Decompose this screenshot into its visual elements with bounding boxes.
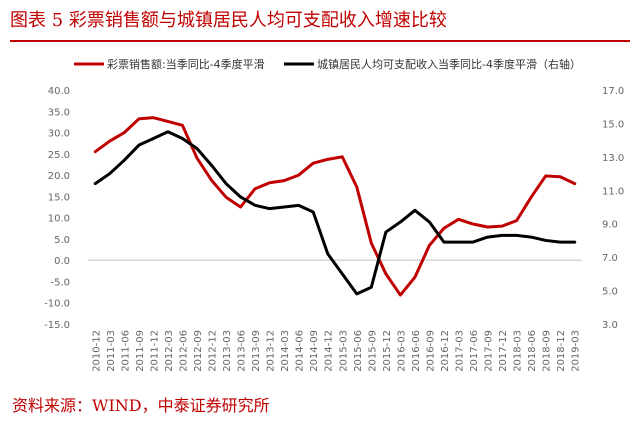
chart-title: 图表 5 彩票销售额与城镇居民人均可支配收入增速比较 (10, 6, 630, 42)
y-right-tick-label: 3.0 (602, 320, 618, 331)
y-left-tick-label: 15.0 (48, 192, 70, 203)
x-tick-label: 2014-06 (295, 330, 306, 372)
y-left-tick-label: -15.0 (44, 320, 70, 331)
x-tick-label: 2012-12 (208, 330, 219, 372)
x-tick-label: 2017-03 (455, 330, 466, 372)
x-tick-label: 2012-09 (193, 330, 204, 372)
x-tick-label: 2016-09 (425, 330, 436, 372)
x-tick-label: 2013-06 (237, 330, 248, 372)
x-tick-label: 2010-12 (91, 330, 102, 372)
y-right-tick-label: 5.0 (602, 287, 618, 298)
x-tick-label: 2015-06 (353, 330, 364, 372)
x-tick-label: 2017-09 (484, 330, 495, 372)
x-tick-label: 2016-03 (396, 330, 407, 372)
x-tick-label: 2018-12 (556, 330, 567, 372)
y-right-tick-label: 7.0 (602, 253, 618, 264)
series-layer (93, 116, 577, 297)
x-tick-label: 2014-09 (309, 330, 320, 372)
y-left-tick-label: 10.0 (48, 214, 70, 225)
x-tick-label: 2011-12 (149, 330, 160, 372)
series-line-lottery (93, 116, 577, 297)
x-tick-label: 2014-03 (280, 330, 291, 372)
y-right-tick-label: 9.0 (602, 220, 618, 231)
x-tick-label: 2018-03 (513, 330, 524, 372)
chart-canvas: 彩票销售额:当季同比-4季度平滑 城镇居民人均可支配收入当季同比-4季度平滑（右… (44, 57, 624, 372)
x-tick-label: 2015-03 (338, 330, 349, 372)
y-left-tick-label: 0.0 (54, 256, 70, 267)
title-underline (10, 40, 630, 42)
x-tick-label: 2016-06 (411, 330, 422, 372)
x-tick-label: 2011-03 (106, 330, 117, 372)
x-tick-label: 2017-06 (469, 330, 480, 372)
legend-label-income: 城镇居民人均可支配收入当季同比-4季度平滑（右轴） (317, 57, 581, 71)
axes: -15.0 -10.0 -5.0 0.0 5.0 10.0 15.0 20.0 25.0 30.0… (44, 86, 624, 372)
x-tick-label: 2016-12 (440, 330, 451, 372)
y-right-tick-label: 17.0 (602, 86, 624, 97)
y-right-tick-label: 13.0 (602, 153, 624, 164)
y-right-tick-label: 15.0 (602, 119, 624, 130)
x-tick-label: 2018-09 (542, 330, 553, 372)
source-note: 资料来源：WIND，中泰证券研究所 (12, 396, 270, 415)
x-tick-label: 2018-06 (527, 330, 538, 372)
x-tick-label: 2017-12 (498, 330, 509, 372)
y-left-tick-label: 20.0 (48, 171, 70, 182)
x-tick-label: 2011-06 (120, 330, 131, 372)
x-tick-label: 2019-03 (571, 330, 582, 372)
legend-label-lottery: 彩票销售额:当季同比-4季度平滑 (107, 57, 265, 71)
y-left-tick-label: 30.0 (48, 129, 70, 140)
y-left-tick-label: -10.0 (44, 299, 70, 310)
x-tick-label: 2014-12 (324, 330, 335, 372)
y-right-tick-label: 11.0 (602, 186, 624, 197)
legend: 彩票销售额:当季同比-4季度平滑 城镇居民人均可支配收入当季同比-4季度平滑（右… (74, 57, 581, 71)
y-left-tick-label: 5.0 (54, 235, 70, 246)
x-tick-label: 2015-12 (382, 330, 393, 372)
x-tick-label: 2013-12 (266, 330, 277, 372)
x-tick-label: 2011-09 (135, 330, 146, 372)
x-tick-label: 2012-03 (164, 330, 175, 372)
x-tick-label: 2013-09 (251, 330, 262, 372)
x-tick-label: 2015-09 (367, 330, 378, 372)
x-tick-label: 2012-06 (178, 330, 189, 372)
y-left-tick-label: 35.0 (48, 107, 70, 118)
series-line-income (93, 130, 577, 296)
y-left-tick-label: 25.0 (48, 150, 70, 161)
x-tick-label: 2013-03 (222, 330, 233, 372)
y-left-tick-label: -5.0 (50, 277, 70, 288)
y-left-tick-label: 40.0 (48, 86, 70, 97)
